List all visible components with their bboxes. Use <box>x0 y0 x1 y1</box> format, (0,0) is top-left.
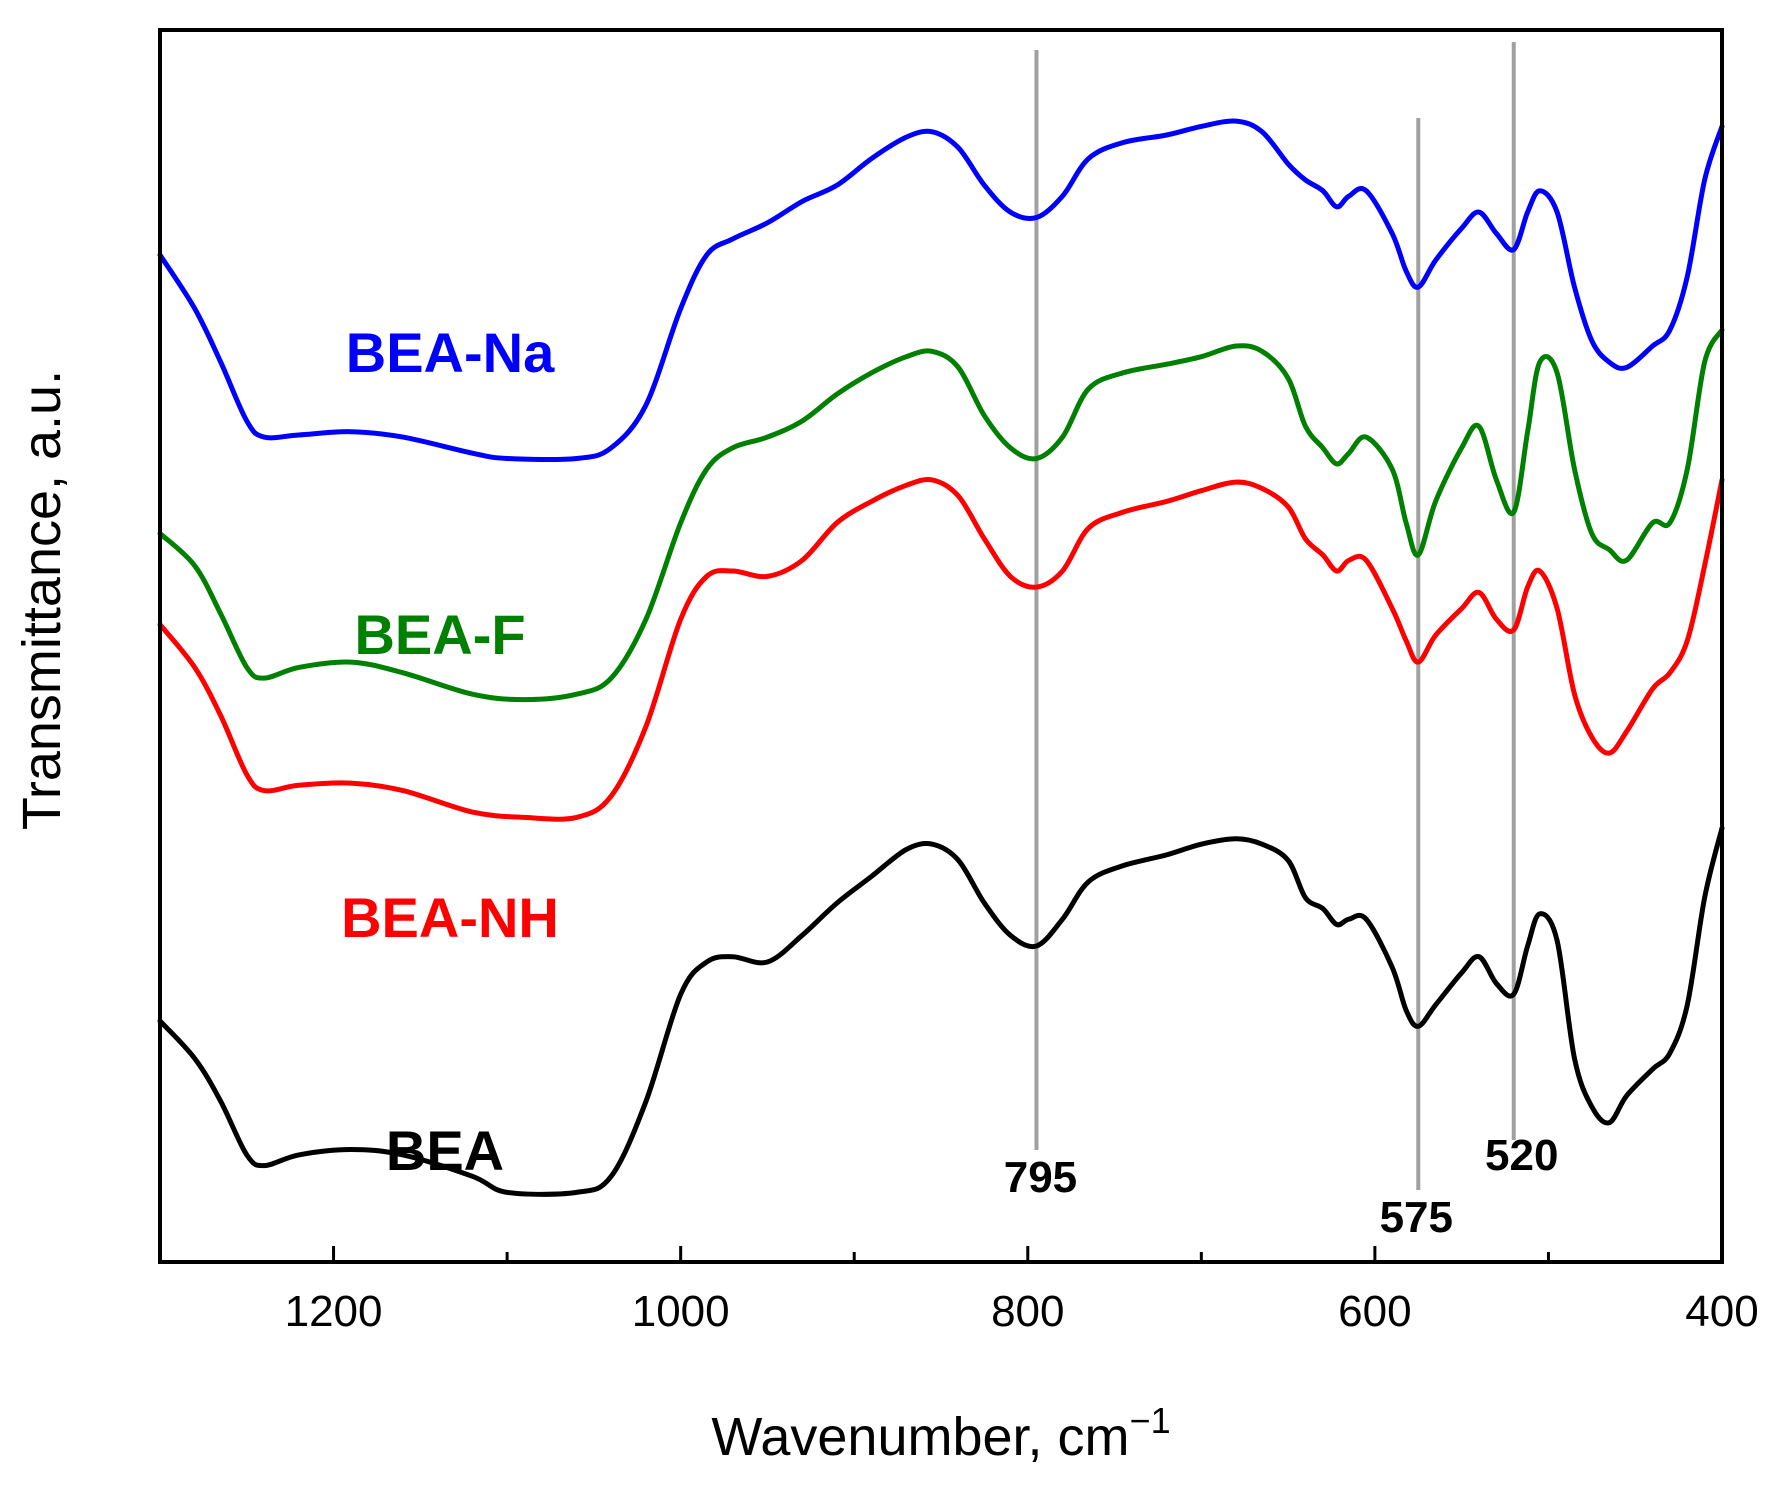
series-label-bea-f: BEA-F <box>354 603 525 666</box>
series-label-bea: BEA <box>386 1119 504 1182</box>
plot-frame <box>158 28 1724 1264</box>
x-tick-label: 1000 <box>632 1287 730 1336</box>
reference-line-labels: 795 575 520 <box>1004 1131 1559 1242</box>
reference-line-label-520: 520 <box>1485 1131 1558 1180</box>
x-tick-label: 1200 <box>285 1287 383 1336</box>
x-axis-ticks: 1200 1000 800 600 400 <box>285 1246 1759 1336</box>
x-tick-label: 400 <box>1685 1287 1758 1336</box>
reference-line-label-575: 575 <box>1380 1193 1453 1242</box>
series-labels: BEA-Na BEA-F BEA-NH BEA <box>341 321 559 1182</box>
series-lines <box>157 118 1725 1197</box>
reference-lines <box>1034 42 1516 1190</box>
series-label-bea-nh: BEA-NH <box>341 886 559 949</box>
series-label-bea-na: BEA-Na <box>346 321 555 384</box>
x-tick-label: 600 <box>1338 1287 1411 1336</box>
series-line-bea <box>157 825 1725 1197</box>
reference-line-label-795: 795 <box>1004 1153 1077 1202</box>
x-axis-title: Wavenumber, cm−1 <box>711 1400 1170 1467</box>
series-line-bea-na <box>157 118 1725 463</box>
series-line-bea-f <box>157 327 1725 703</box>
series-line-bea-nh <box>157 476 1725 822</box>
x-tick-label: 800 <box>991 1287 1064 1336</box>
y-axis-title: Transmittance, a.u. <box>12 370 72 830</box>
x-axis-title-superscript: −1 <box>1130 1400 1171 1441</box>
